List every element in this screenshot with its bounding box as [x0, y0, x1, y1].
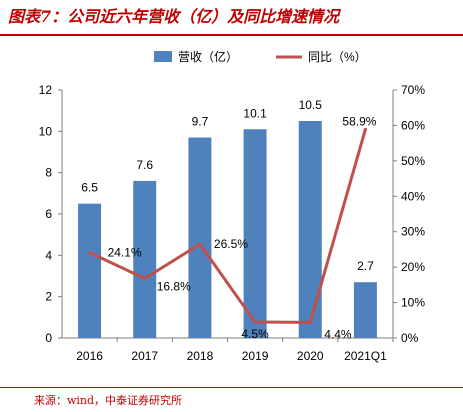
- y-right-tick-label: 50%: [401, 154, 425, 168]
- bar-value-label: 2.7: [357, 259, 374, 273]
- bar-value-label: 7.6: [136, 158, 153, 172]
- bar: [188, 137, 212, 338]
- title-divider: [0, 34, 463, 36]
- growth-point: [253, 320, 257, 324]
- growth-value-label: 16.8%: [157, 279, 191, 293]
- growth-line: [88, 128, 367, 324]
- growth-value-label: 4.5%: [241, 327, 269, 341]
- y-left-tick-label: 10: [39, 124, 53, 138]
- growth-value-label: 24.1%: [108, 246, 142, 260]
- x-tick-label: 2016: [76, 349, 103, 363]
- growth-point: [143, 276, 147, 280]
- legend-bar-label: 营收（亿）: [178, 49, 238, 64]
- y-right-tick-label: 0%: [401, 331, 419, 345]
- bar-value-label: 9.7: [192, 115, 209, 129]
- bar: [78, 203, 102, 338]
- growth-point: [363, 127, 367, 131]
- source-note: 来源：wind，中泰证券研究所: [34, 394, 183, 407]
- y-right-tick-label: 70%: [401, 83, 425, 97]
- y-left-tick-label: 2: [45, 290, 52, 304]
- y-right-tick-label: 60%: [401, 118, 425, 132]
- y-right-tick-label: 10%: [401, 296, 425, 310]
- y-left-tick-label: 6: [45, 207, 52, 221]
- bar: [133, 180, 157, 338]
- legend-bar-swatch: [154, 51, 172, 62]
- x-tick-label: 2021Q1: [344, 349, 387, 363]
- bar-value-label: 6.5: [81, 181, 98, 195]
- y-right-tick-label: 40%: [401, 189, 425, 203]
- x-tick-label: 2020: [297, 349, 324, 363]
- figure-title: 图表7：公司近六年营收（亿）及同比增速情况: [8, 7, 340, 26]
- y-left-tick-label: 0: [45, 331, 52, 345]
- y-left-tick-label: 8: [45, 166, 52, 180]
- growth-value-label: 4.4%: [324, 327, 352, 341]
- growth-point: [198, 242, 202, 246]
- bar-value-label: 10.5: [299, 98, 323, 112]
- growth-value-label: 58.9%: [342, 114, 376, 128]
- revenue-growth-chart: 营收（亿） 同比（%） 0 2 4 6 8 10 12 0% 10% 20% 30% 40% 50% 60% 7…: [39, 49, 426, 363]
- bar: [243, 129, 267, 338]
- growth-point: [308, 320, 312, 324]
- y-right-tick-label: 20%: [401, 260, 425, 274]
- growth-point: [88, 251, 92, 255]
- legend-line-label: 同比（%）: [308, 50, 367, 64]
- x-tick-label: 2018: [187, 349, 214, 363]
- growth-value-label: 26.5%: [214, 237, 248, 251]
- y-right-tick-label: 30%: [401, 225, 425, 239]
- x-tick-label: 2019: [242, 349, 269, 363]
- bar: [353, 282, 377, 338]
- source-divider: [0, 387, 463, 388]
- y-left-tick-label: 12: [39, 83, 53, 97]
- bar: [298, 121, 322, 338]
- x-tick-label: 2017: [131, 349, 158, 363]
- y-left-tick-label: 4: [45, 248, 52, 262]
- bar-value-label: 10.1: [243, 106, 267, 120]
